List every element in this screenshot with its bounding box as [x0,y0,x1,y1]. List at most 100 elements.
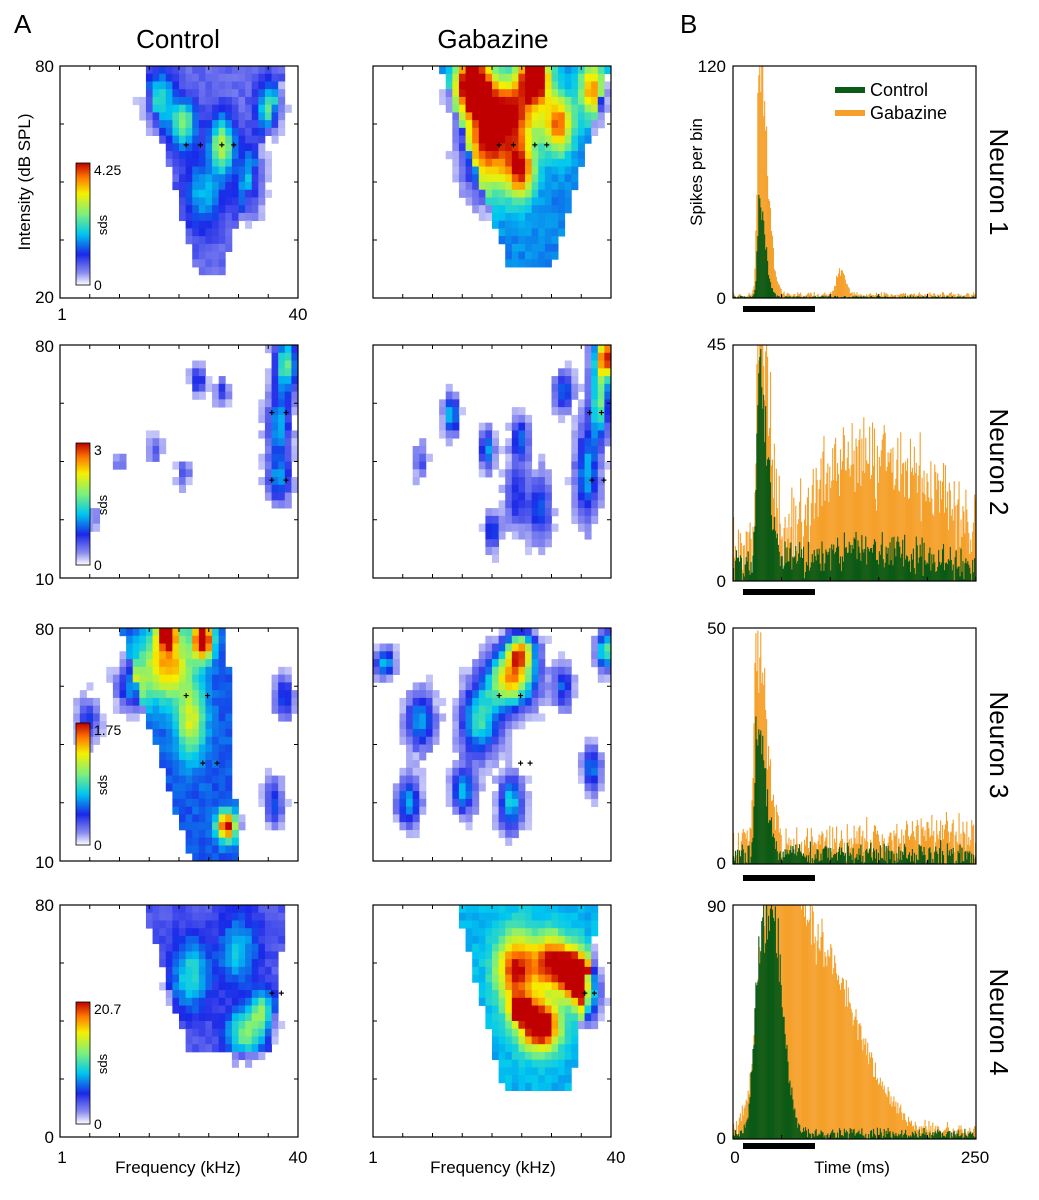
heatmap-cell [412,791,420,800]
heatmap-cell [185,928,193,937]
heatmap-cell [492,822,500,831]
psth-bar-control [917,859,919,864]
heatmap-cell [212,151,220,160]
heatmap-cell [445,422,453,431]
psth-bar-gabazine [809,525,811,581]
heatmap-cell [551,112,559,121]
heatmap-cell [591,928,599,937]
psth-bar-gabazine [893,295,895,298]
heatmap-cell [505,829,513,839]
psth-bar-gabazine [967,521,969,581]
heatmap-cell [258,461,266,470]
heatmap-cell [518,920,526,929]
heatmap-cell [604,628,612,637]
psth-bar-gabazine [876,1078,878,1139]
heatmap-cell [126,666,134,675]
psth-bar-control [899,296,901,298]
heatmap-cell [132,635,140,644]
psth-bar-control [793,296,795,298]
heatmap-cell [538,659,546,668]
heatmap-cell [284,368,292,377]
heatmap-cell [544,1075,552,1084]
psth-bar-control [774,293,776,298]
heatmap-cell [525,73,533,82]
heatmap-cell [284,414,292,424]
psth-bar-control [919,544,921,581]
heatmap-cell [558,935,566,945]
heatmap-cell [439,713,447,722]
heatmap-cell [145,628,153,637]
psth-bar-gabazine [925,501,927,581]
psth-bar-gabazine [770,231,773,298]
heatmap-cell [577,422,585,431]
heatmap-cell [551,166,559,175]
heatmap-cell [231,982,239,991]
heatmap-cell [139,96,147,106]
best-frequency-marker [601,477,607,483]
heatmap-cell [185,697,193,707]
psth-bar-control [792,846,794,864]
heatmap-cell [492,81,500,90]
heatmap-cell [231,1036,239,1045]
heatmap-cell [251,1021,259,1030]
heatmap-cell [538,1067,546,1076]
heatmap-cell [218,81,226,90]
psth-bar-gabazine [797,292,799,298]
heatmap-cell [465,721,473,730]
heatmap-cell [258,1028,266,1037]
heatmap-cell [511,212,519,222]
heatmap-cell [198,666,206,675]
heatmap-cell [584,477,592,486]
psth-bar-control [762,735,764,864]
psth-bar-control [967,851,969,864]
heatmap-cell [192,997,200,1006]
heatmap-cell [271,959,279,968]
heatmap-cell [218,267,226,276]
psth-bar-gabazine [974,294,976,298]
heatmap-cell [179,791,187,800]
heatmap-cell [198,628,206,637]
heatmap-cell [525,682,533,691]
psth-bar-control [853,296,855,298]
heatmap-cell [577,399,585,408]
heatmap-cell [577,1005,585,1014]
heatmap-cell [238,905,246,914]
heatmap-cell [544,682,552,691]
heatmap-cell [172,643,180,652]
y-tick-top-neuron-1: 80 [35,57,54,76]
heatmap-cell [597,767,605,776]
heatmap-cell [198,189,206,198]
heatmap-cell [231,990,239,999]
heatmap-neuron-4-control [59,904,299,1138]
heatmap-cell [571,438,579,447]
heatmap-cell [518,151,526,160]
heatmap-cell [485,928,493,937]
heatmap-cell [597,752,605,761]
psth-neuron-4: 90 0 0 250 Time (ms) [707,897,989,1177]
heatmap-cell [538,928,546,937]
psth-bar-gabazine [918,465,920,581]
heatmap-cell [571,943,579,952]
heatmap-cell [264,806,272,815]
heatmap-cell [551,228,559,237]
heatmap-cell [584,928,592,937]
heatmap-cell [604,368,612,377]
psth-bar-gabazine [926,1129,928,1139]
heatmap-cell [525,500,533,509]
psth-bar-gabazine [742,545,744,581]
heatmap-cell [492,752,500,761]
heatmap-cell [99,721,107,730]
heatmap-cell [278,66,286,75]
heatmap-cell [485,982,493,991]
heatmap-cell [198,982,206,991]
psth-bar-control [922,575,924,581]
heatmap-cell [511,697,519,707]
heatmap-cell [406,798,414,808]
heatmap-cell [406,760,414,769]
psth-bar-gabazine [907,1116,910,1139]
heatmap-cell [145,127,153,136]
heatmap-cell [505,1075,513,1084]
heatmap-cell [251,974,259,983]
psth-bar-gabazine [892,1101,894,1139]
heatmap-cell [264,492,272,501]
